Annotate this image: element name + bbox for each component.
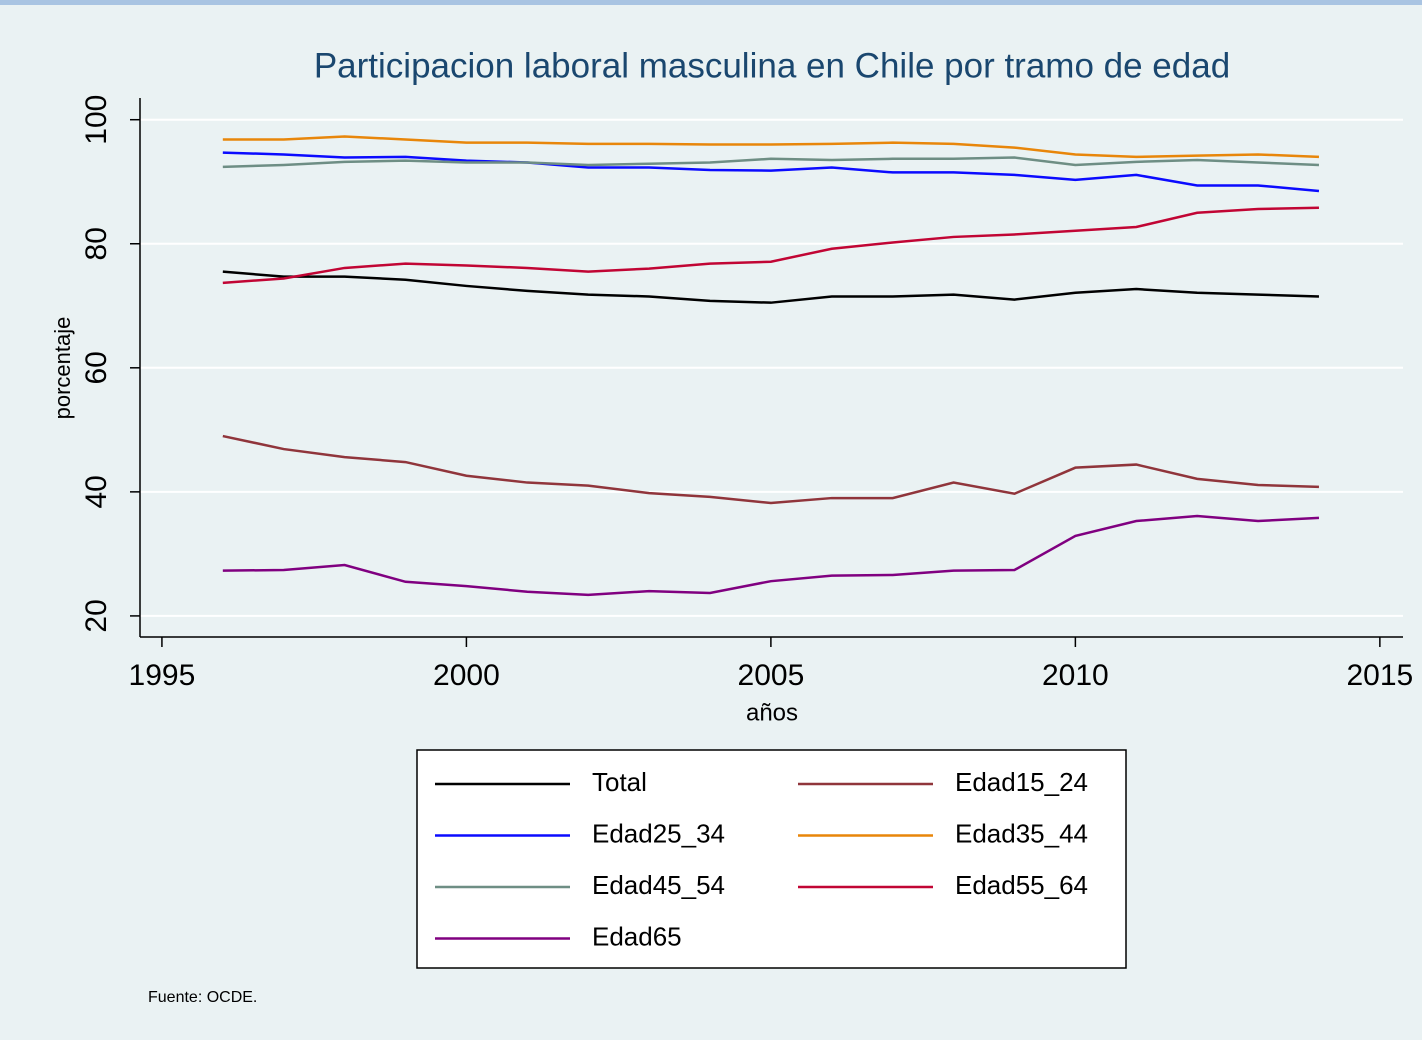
series-line [222,514,1320,597]
x-tick-label: 2015 [1346,659,1413,692]
y-tick-label: 60 [80,351,113,384]
top-border [0,0,1422,5]
chart-title: Participacion laboral masculina en Chile… [314,46,1230,85]
legend-label: Edad45_54 [592,870,725,900]
x-tick-label: 2005 [738,659,805,692]
series-line [222,156,1320,169]
legend-box [416,749,1127,969]
series-line [222,151,1320,193]
legend-label: Edad55_64 [955,870,1088,900]
y-tick-label: 20 [80,599,113,632]
series-line [222,434,1319,505]
x-tick-label: 1995 [129,659,196,692]
y-tick-label: 80 [80,227,113,260]
x-tick-label: 2010 [1042,659,1109,692]
note: Fuente: OCDE. [148,989,257,1006]
legend-label: Edad25_34 [592,818,725,848]
legend-label: Edad65 [592,921,682,951]
legend-label: Total [592,767,647,797]
legend-label: Edad35_44 [955,818,1088,848]
x-tick-label: 2000 [433,659,500,692]
y-axis-label: porcentaje [50,317,75,420]
legend-label: Edad15_24 [955,767,1088,797]
x-axis-label: años [746,699,798,726]
series-line [222,135,1320,159]
y-tick-label: 40 [80,475,113,508]
y-tick-label: 100 [80,95,113,145]
series-line [222,270,1319,304]
series-line [222,206,1319,285]
